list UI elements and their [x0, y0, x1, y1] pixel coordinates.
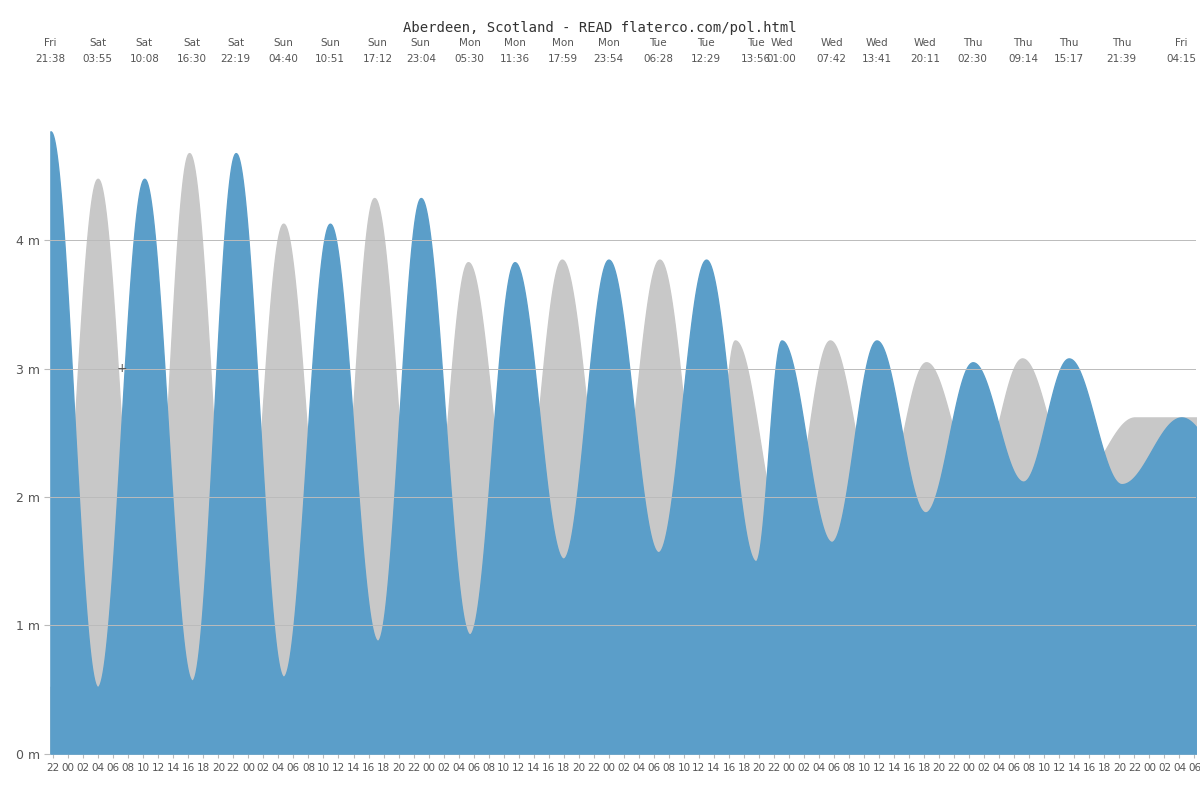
Text: 23:54: 23:54	[593, 54, 624, 63]
Text: 03:55: 03:55	[83, 54, 113, 63]
Text: Sat: Sat	[184, 38, 200, 49]
Text: Wed: Wed	[865, 38, 888, 49]
Text: Sat: Sat	[227, 38, 245, 49]
Text: 06:28: 06:28	[643, 54, 673, 63]
Text: Sun: Sun	[410, 38, 431, 49]
Text: Tue: Tue	[649, 38, 667, 49]
Text: 17:12: 17:12	[362, 54, 392, 63]
Text: 11:36: 11:36	[499, 54, 529, 63]
Text: Fri: Fri	[1175, 38, 1188, 49]
Text: 05:30: 05:30	[455, 54, 485, 63]
Text: 20:11: 20:11	[911, 54, 941, 63]
Text: Tue: Tue	[697, 38, 715, 49]
Text: Wed: Wed	[770, 38, 793, 49]
Text: 04:15: 04:15	[1166, 54, 1196, 63]
Text: Sun: Sun	[367, 38, 388, 49]
Text: Sat: Sat	[136, 38, 152, 49]
Text: Thu: Thu	[962, 38, 983, 49]
Text: 12:29: 12:29	[691, 54, 721, 63]
Text: 10:08: 10:08	[130, 54, 160, 63]
Text: Thu: Thu	[1111, 38, 1132, 49]
Text: Thu: Thu	[1058, 38, 1079, 49]
Text: 15:17: 15:17	[1054, 54, 1084, 63]
Text: Aberdeen, Scotland - READ flaterco.com/pol.html: Aberdeen, Scotland - READ flaterco.com/p…	[403, 21, 797, 35]
Text: 02:30: 02:30	[958, 54, 988, 63]
Text: Mon: Mon	[598, 38, 619, 49]
Text: 10:51: 10:51	[314, 54, 344, 63]
Text: 09:14: 09:14	[1008, 54, 1038, 63]
Text: 21:38: 21:38	[35, 54, 66, 63]
Text: +: +	[116, 362, 127, 375]
Text: 13:41: 13:41	[862, 54, 892, 63]
Text: 16:30: 16:30	[178, 54, 208, 63]
Text: Wed: Wed	[821, 38, 842, 49]
Text: Mon: Mon	[458, 38, 480, 49]
Text: Sun: Sun	[320, 38, 340, 49]
Text: 01:00: 01:00	[767, 54, 797, 63]
Text: 17:59: 17:59	[548, 54, 578, 63]
Text: Fri: Fri	[44, 38, 56, 49]
Text: 22:19: 22:19	[221, 54, 251, 63]
Text: 13:56: 13:56	[740, 54, 770, 63]
Text: 04:40: 04:40	[269, 54, 299, 63]
Text: Mon: Mon	[504, 38, 526, 49]
Text: Sat: Sat	[89, 38, 106, 49]
Text: 21:39: 21:39	[1106, 54, 1136, 63]
Text: Wed: Wed	[914, 38, 937, 49]
Text: Tue: Tue	[746, 38, 764, 49]
Text: 23:04: 23:04	[406, 54, 436, 63]
Text: Mon: Mon	[552, 38, 574, 49]
Text: 07:42: 07:42	[816, 54, 846, 63]
Text: Thu: Thu	[1014, 38, 1033, 49]
Text: Sun: Sun	[274, 38, 293, 49]
